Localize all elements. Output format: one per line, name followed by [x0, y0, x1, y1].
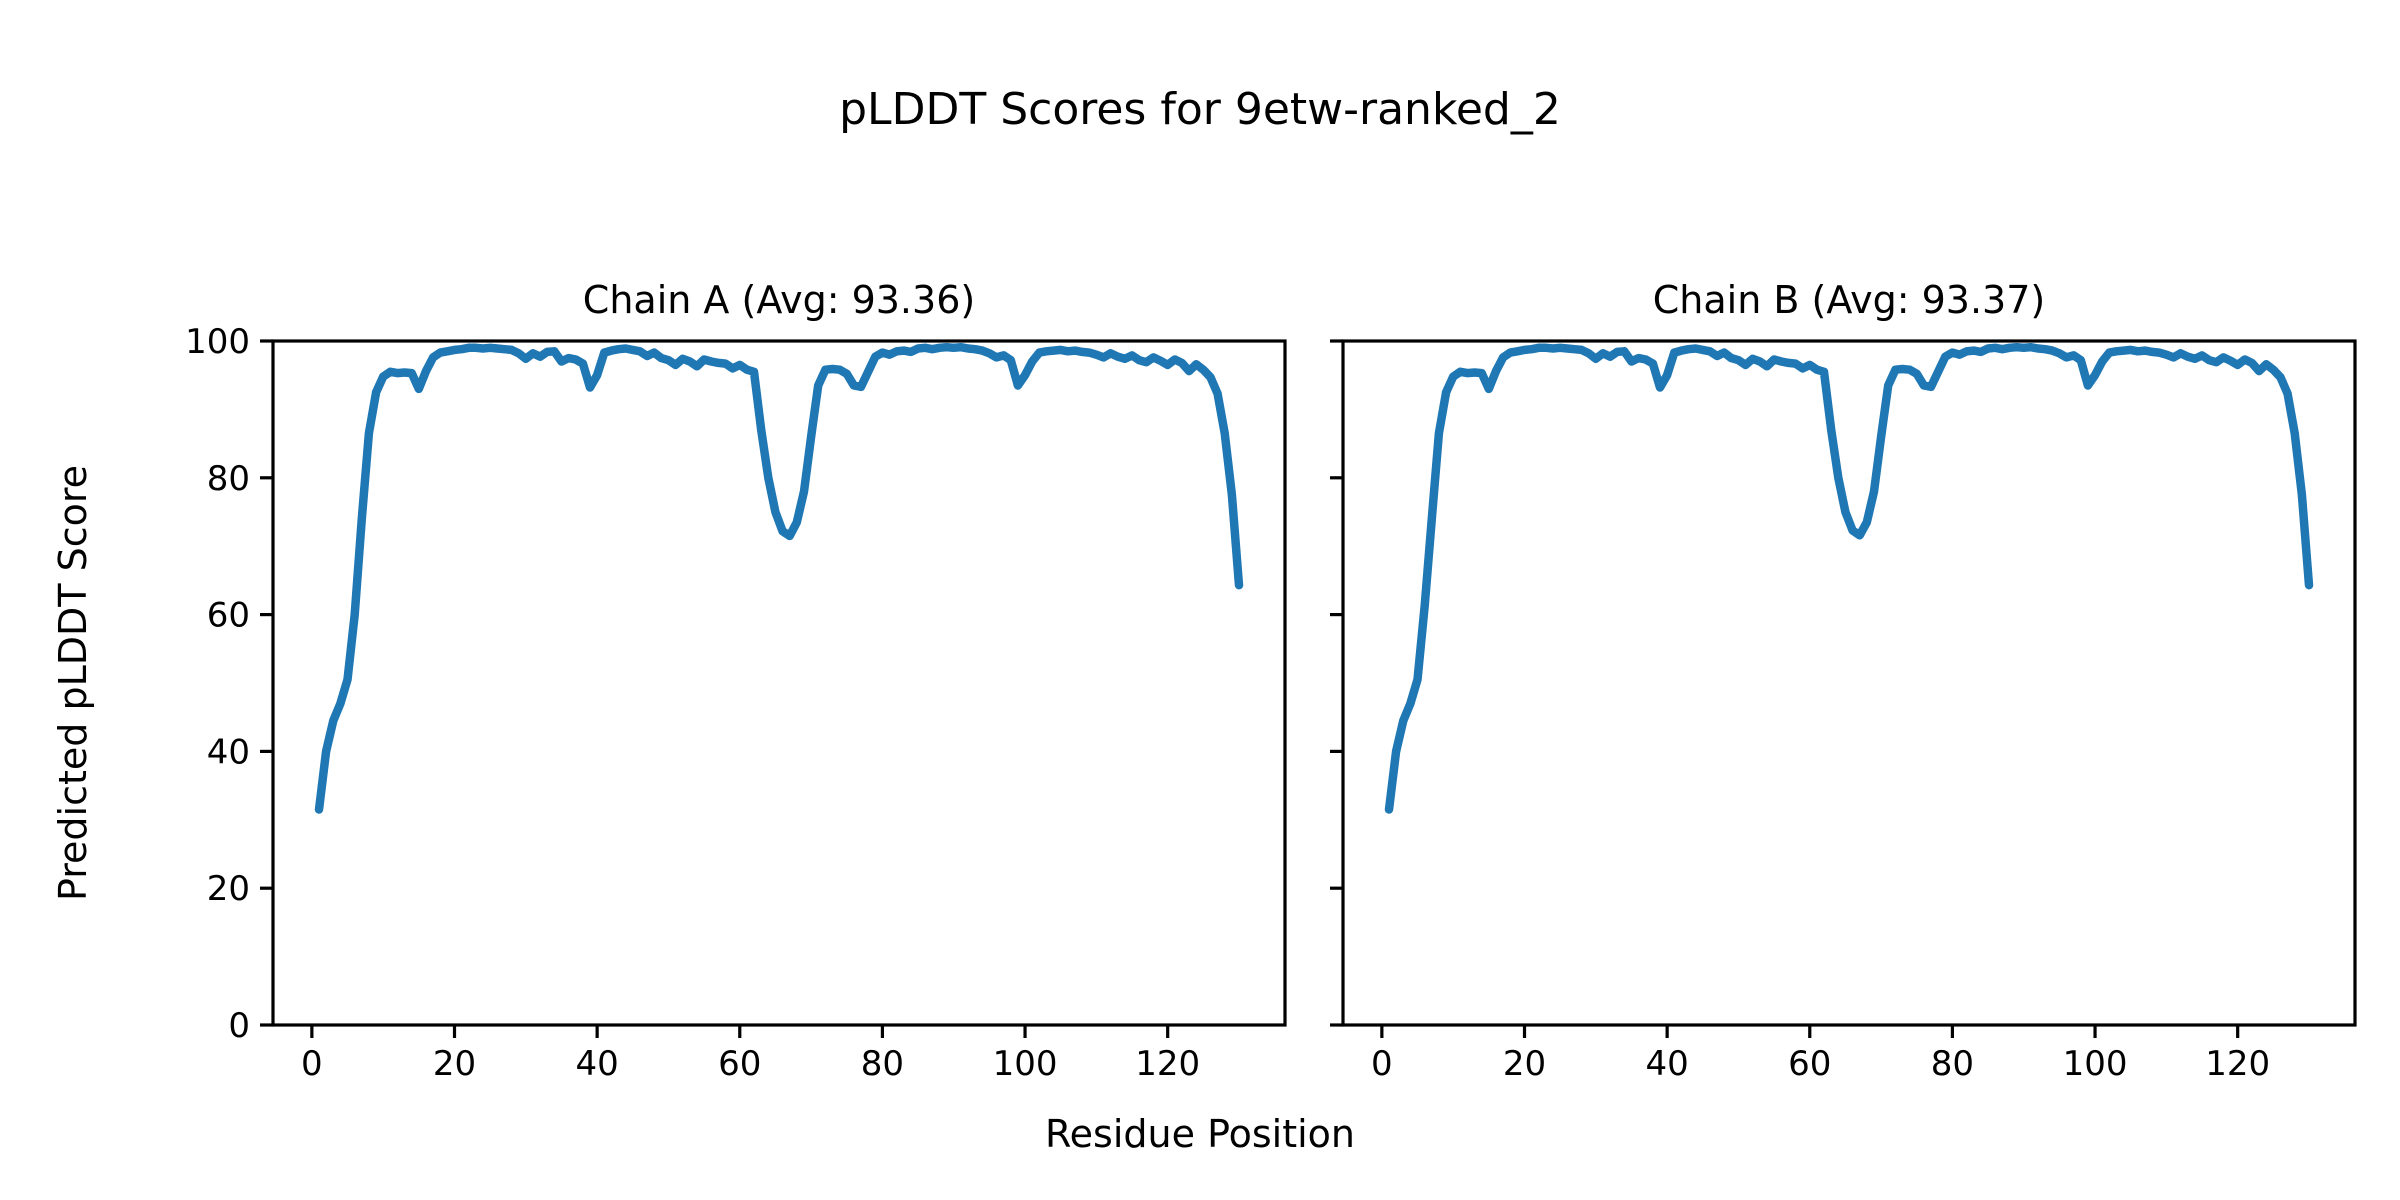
axes-frame-chain-a: [271, 339, 1287, 1027]
subplot-title-chain-b: Chain B (Avg: 93.37): [1652, 278, 2046, 322]
x-tick-label: 40: [1646, 1044, 1689, 1084]
y-tick-label: 0: [228, 1006, 250, 1046]
y-tick-label: 60: [207, 596, 250, 636]
y-tick-label: 20: [207, 869, 250, 909]
x-tick-label: 60: [718, 1044, 761, 1084]
x-tick-label: 100: [2063, 1044, 2128, 1084]
x-axis-label: Residue Position: [1044, 1112, 1356, 1156]
y-tick-label: 40: [207, 732, 250, 772]
plot-area-chain-a: 0 20 40 60 80 100 120 0 20 40 60 80 100 Predicted pL…: [51, 322, 1287, 1084]
x-tick-label: 40: [576, 1044, 619, 1084]
x-tick-label: 60: [1788, 1044, 1831, 1084]
x-tick-label: 20: [433, 1044, 476, 1084]
plot-area-chain-b: 0 20 40 60 80 100 120: [1330, 339, 2357, 1084]
x-tick-label: 20: [1503, 1044, 1546, 1084]
x-tick-label: 120: [1135, 1044, 1200, 1084]
plddt-line-chain-a: [314, 342, 1244, 814]
axes-frame-chain-b: [1341, 339, 2357, 1027]
y-axis-label: Predicted pLDDT Score: [51, 465, 95, 901]
x-tick-label: 80: [1931, 1044, 1974, 1084]
y-tick-label: 80: [207, 459, 250, 499]
x-tick-label: 0: [1371, 1044, 1393, 1084]
x-tick-label: 100: [993, 1044, 1058, 1084]
x-tick-label: 120: [2205, 1044, 2270, 1084]
x-tick-label: 0: [301, 1044, 323, 1084]
plddt-line-chain-b: [1384, 342, 2314, 814]
figure-title: pLDDT Scores for 9etw-ranked_2: [839, 84, 1561, 135]
subplot-title-chain-a: Chain A (Avg: 93.36): [582, 278, 976, 322]
x-tick-label: 80: [861, 1044, 904, 1084]
y-tick-label: 100: [185, 322, 250, 362]
